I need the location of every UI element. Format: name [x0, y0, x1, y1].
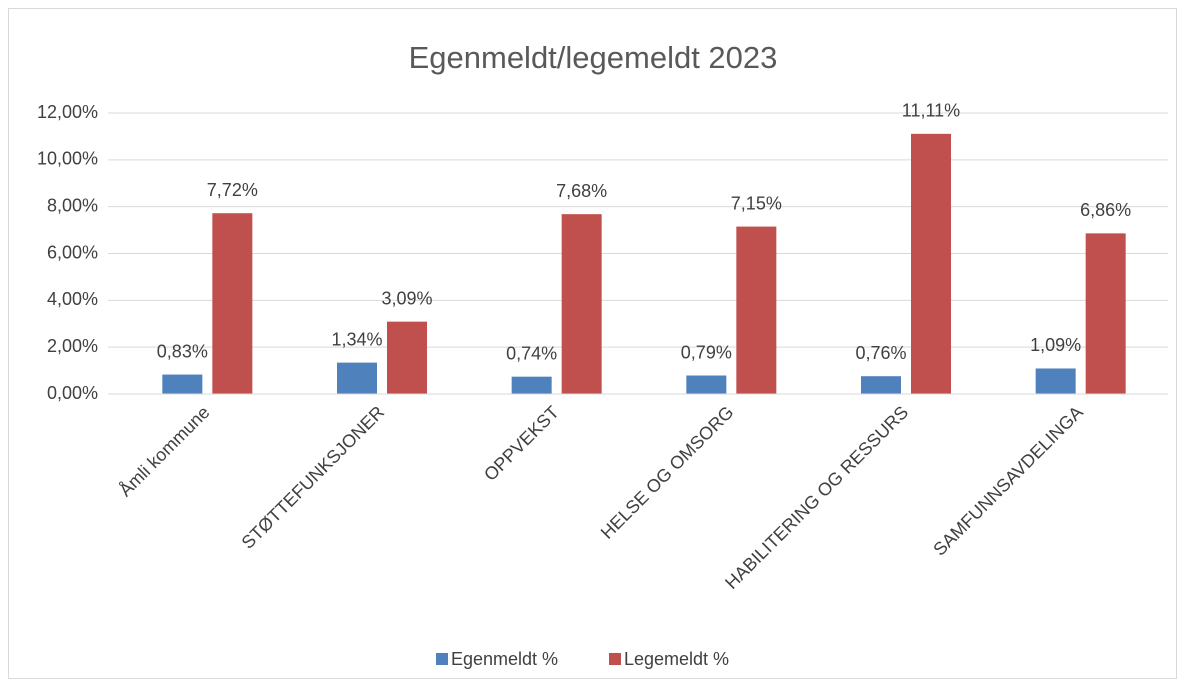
y-tick-label: 8,00%	[47, 195, 98, 215]
y-tick-label: 10,00%	[37, 149, 98, 169]
data-label: 11,11%	[902, 101, 960, 121]
y-tick-label: 0,00%	[47, 383, 98, 403]
bar	[337, 362, 377, 394]
bar	[511, 376, 552, 394]
bar	[561, 214, 602, 394]
bar	[1085, 233, 1126, 394]
bar	[861, 376, 901, 394]
y-tick-label: 2,00%	[47, 336, 98, 356]
data-label: 1,34%	[331, 329, 382, 349]
y-tick-label: 6,00%	[47, 242, 98, 262]
data-label: 0,74%	[506, 343, 557, 363]
legend-swatch	[609, 653, 621, 665]
bar	[162, 374, 203, 394]
bar	[686, 375, 727, 394]
bar	[212, 213, 253, 394]
y-tick-label: 4,00%	[47, 289, 98, 309]
data-label: 7,15%	[731, 193, 782, 213]
data-label: 7,68%	[556, 181, 607, 201]
data-label: 7,72%	[207, 180, 258, 200]
legend-label: Legemeldt %	[624, 649, 729, 669]
y-tick-label: 12,00%	[37, 102, 98, 122]
bar	[387, 321, 427, 394]
chart-title: Egenmeldt/legemeldt 2023	[409, 40, 778, 75]
legend-label: Egenmeldt %	[451, 649, 558, 669]
legend-swatch	[436, 653, 448, 665]
data-label: 6,86%	[1080, 200, 1131, 220]
data-label: 3,09%	[381, 288, 432, 308]
bar	[911, 133, 951, 395]
bar	[1035, 368, 1076, 394]
data-label: 0,83%	[157, 341, 208, 361]
data-label: 1,09%	[1030, 335, 1081, 355]
data-label: 0,79%	[681, 342, 732, 362]
bar	[736, 226, 777, 394]
data-label: 0,76%	[855, 343, 906, 363]
